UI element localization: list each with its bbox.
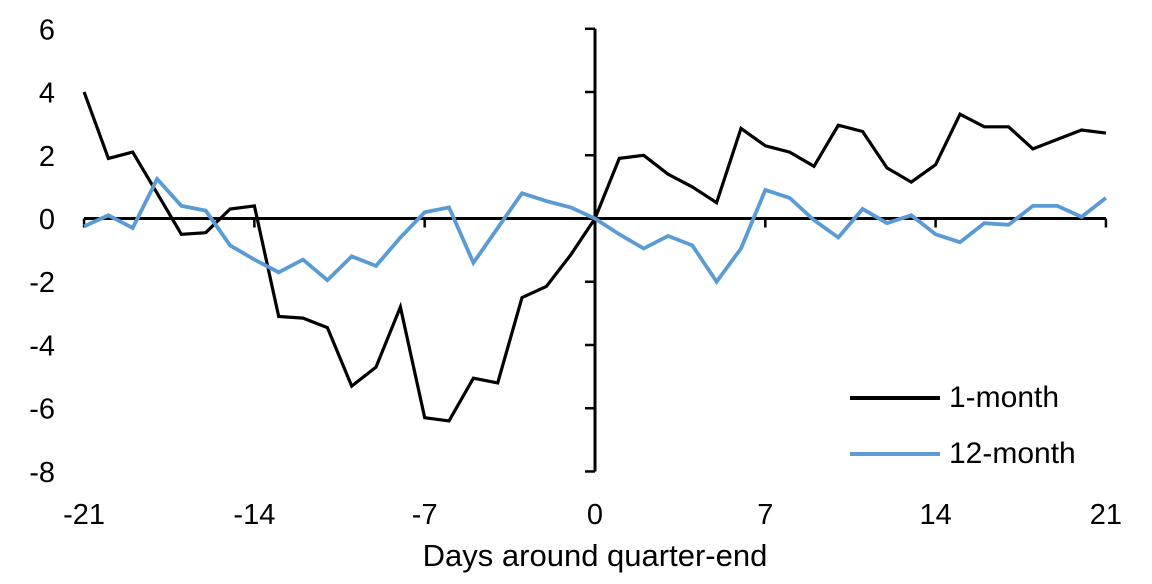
x-tick-label: -21 xyxy=(63,499,105,531)
legend-line-swatch-1-month xyxy=(850,396,940,400)
legend-label-1-month: 1-month xyxy=(949,381,1060,414)
y-tick-label: -6 xyxy=(29,394,55,426)
series-lines xyxy=(82,91,1108,423)
legend-line-swatch-12-month xyxy=(850,452,940,456)
series-line-12-month xyxy=(83,175,1108,286)
y-tick-label: 2 xyxy=(39,141,55,173)
y-tick-label: 0 xyxy=(39,204,55,236)
x-axis-title: Days around quarter-end xyxy=(422,538,768,573)
legend: 1-month 12-month xyxy=(850,381,1076,493)
x-tick-label: 0 xyxy=(587,499,603,531)
tick-labels: 6 4 2 0 -2 -4 -6 -8-21 -14 -7 0 7 14 21 xyxy=(29,14,1122,531)
x-tick-label: 7 xyxy=(757,499,773,531)
legend-label-12-month: 12-month xyxy=(949,437,1076,470)
x-tick-label: 21 xyxy=(1090,499,1122,531)
x-tick-label: -7 xyxy=(412,499,438,531)
y-tick-label: 6 xyxy=(39,14,55,46)
y-tick-label: -2 xyxy=(29,267,55,299)
y-tick-label: -4 xyxy=(29,330,55,362)
legend-item-12-month: 12-month xyxy=(850,437,1076,471)
x-tick-label: -14 xyxy=(233,499,275,531)
y-tick-label: -8 xyxy=(29,457,55,489)
y-tick-label: 4 xyxy=(39,78,55,110)
x-tick-label: 14 xyxy=(919,499,951,531)
legend-item-1-month: 1-month xyxy=(850,381,1076,415)
